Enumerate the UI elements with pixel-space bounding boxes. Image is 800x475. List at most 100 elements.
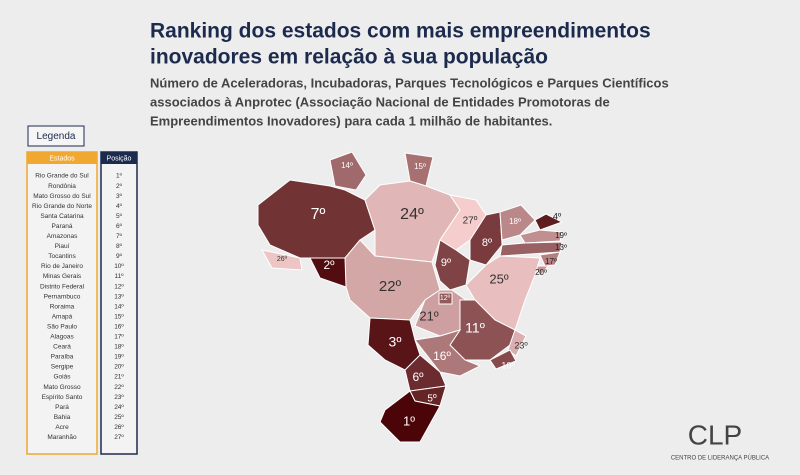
state	[414, 329, 482, 377]
state-position: 26º	[114, 424, 124, 431]
state-position: 25º	[114, 414, 124, 421]
state-position: 19º	[114, 354, 124, 361]
state-rank: 6º	[412, 370, 424, 384]
state-name: Mato Grosso	[43, 384, 81, 391]
state-name: Minas Gerais	[43, 273, 82, 280]
state-position: 8º	[116, 243, 123, 250]
state-rank: 20º	[535, 268, 547, 277]
state	[489, 349, 517, 370]
state-position: 21º	[114, 374, 124, 381]
state-rank: 23º	[514, 340, 528, 350]
state-position: 12º	[114, 283, 124, 290]
state-name: Paraíba	[51, 354, 74, 361]
header-cell	[27, 152, 97, 164]
state-position: 27º	[114, 434, 124, 441]
state	[329, 151, 367, 191]
state-name: Paraná	[52, 223, 73, 230]
state-rank: 21º	[419, 308, 438, 323]
state-name: Acre	[55, 424, 69, 431]
state-name: Espírito Santo	[42, 394, 83, 401]
title: Ranking dos estados com mais empreendime…	[150, 20, 651, 43]
state-rank: 18º	[509, 217, 521, 226]
state-position: 2º	[116, 183, 123, 190]
state-position: 24º	[114, 404, 124, 411]
state	[534, 213, 564, 231]
state-name: Distrito Federal	[40, 283, 85, 290]
state-name: Sergipe	[51, 364, 74, 371]
state-rank: 27º	[463, 216, 478, 227]
state-position: 16º	[114, 323, 124, 330]
state-name: Rondônia	[48, 183, 76, 190]
state-rank: 25º	[489, 271, 508, 286]
state-rank: 5º	[427, 394, 437, 405]
subtitle: associados à Anprotec (Associação Nacion…	[150, 94, 610, 109]
state-name: Mato Grosso do Sul	[33, 193, 91, 200]
state-name: Tocantins	[48, 253, 76, 260]
state	[261, 249, 303, 271]
state-name: São Paulo	[47, 323, 77, 330]
state-rank: 19º	[555, 231, 567, 240]
state-rank: 8º	[482, 237, 492, 249]
state-position: 17º	[114, 334, 124, 341]
subtitle: Empreendimentos Inovadores) para cada 1 …	[150, 113, 552, 128]
states-column	[26, 151, 98, 455]
state-name: Amapá	[52, 313, 73, 320]
state-position: 20º	[114, 364, 124, 371]
state	[499, 204, 536, 241]
state-name: Pará	[55, 404, 69, 411]
state-name: Piauí	[55, 243, 70, 250]
state-name: Bahia	[54, 414, 71, 421]
state-rank: 4º	[553, 211, 562, 221]
state-name: Alagoas	[50, 334, 74, 341]
state-position: 4º	[116, 203, 123, 210]
state-name: Rio Grande do Norte	[32, 203, 92, 210]
state-name: Rio de Janeiro	[41, 263, 83, 270]
state	[434, 239, 471, 291]
header-cell	[101, 152, 137, 164]
state	[439, 194, 487, 251]
state-rank: 15º	[414, 162, 426, 171]
state-position: 6º	[116, 223, 123, 230]
state-position: 5º	[116, 213, 123, 220]
state-name: Roraima	[50, 303, 75, 310]
column-header: Estados	[49, 155, 75, 162]
state-name: Maranhão	[47, 434, 77, 441]
subtitle: Número de Aceleradoras, Incubadoras, Par…	[150, 75, 669, 90]
state-rank: 24º	[400, 206, 424, 223]
state-position: 7º	[116, 233, 123, 240]
state	[404, 354, 447, 392]
title: inovadores em relação à sua população	[150, 46, 548, 69]
state-rank: 22º	[379, 278, 402, 295]
state-position: 22º	[114, 384, 124, 391]
state-position: 1º	[116, 173, 123, 180]
state-position: 10º	[114, 263, 124, 270]
state-rank: 14º	[341, 161, 353, 170]
state	[507, 329, 527, 357]
logo-name: CENTRO DE LIDERANÇA PÚBLICA	[671, 455, 769, 462]
state	[499, 241, 563, 257]
state-rank: 13º	[555, 243, 567, 252]
state-position: 18º	[114, 344, 124, 351]
state	[379, 390, 441, 443]
state-rank: 11º	[465, 320, 485, 336]
state-name: Ceará	[53, 344, 71, 351]
state	[539, 251, 561, 267]
state-rank: 17º	[545, 257, 557, 266]
state	[519, 229, 563, 244]
state	[438, 292, 453, 305]
brazil-map: 7º 14º 15º 24º 26º 2º 22º 27º 8º 18º 4º 19º 13º 17º 20…	[257, 151, 567, 443]
state-rank: 16º	[433, 349, 451, 363]
state	[534, 265, 550, 277]
state-rank: 10º	[501, 360, 515, 370]
state	[257, 179, 376, 259]
state-position: 9º	[116, 253, 123, 260]
state-name: Pernambuco	[44, 293, 81, 300]
legend-table: Rio Grande do Sul 1º Rondônia 2º Mato Grosso…	[32, 173, 124, 441]
state-rank: 1º	[403, 413, 415, 428]
state-position: 13º	[114, 293, 124, 300]
state-name: Goiás	[54, 374, 72, 381]
legend-title: Legenda	[37, 131, 76, 142]
state-position: 23º	[114, 394, 124, 401]
state-rank: 9º	[441, 257, 451, 269]
state-name: Amazonas	[47, 233, 78, 240]
